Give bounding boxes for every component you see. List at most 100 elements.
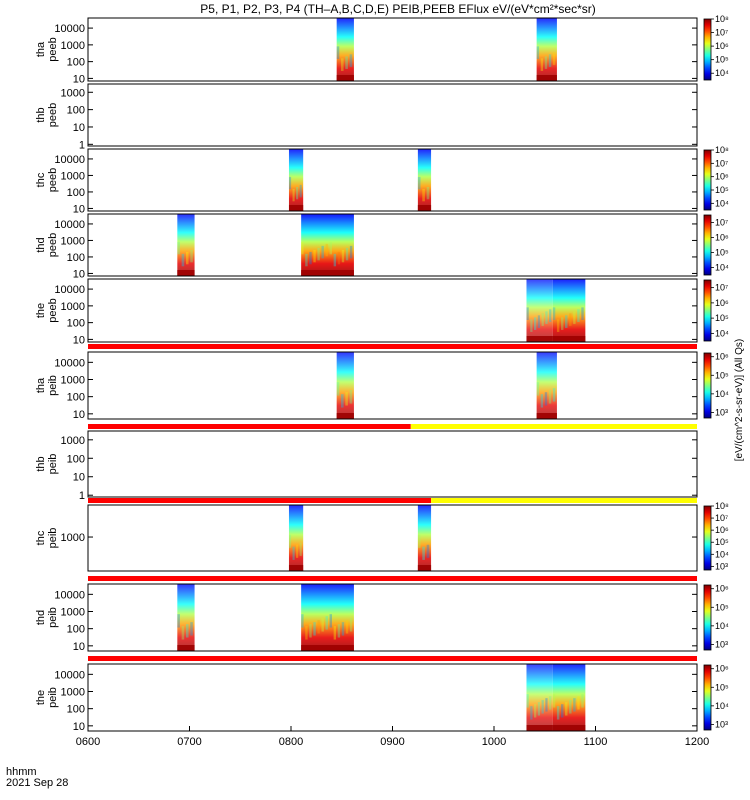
burst-low-energy-band [417, 565, 432, 571]
burst-the-peeb-0 [526, 279, 553, 342]
y-tick-label: 100 [67, 453, 85, 465]
y-tick-label: 1000 [61, 607, 85, 619]
colorbar-tick-label: 10³ [715, 561, 728, 571]
burst-thc-peib-0 [288, 505, 304, 571]
colorbar-tick-label: 10⁶ [715, 233, 729, 243]
y-tick-label: 1000 [61, 532, 85, 544]
burst-streak [349, 390, 353, 404]
burst-streak [299, 184, 302, 198]
burst-streak [309, 251, 312, 265]
burst-low-energy-band [526, 336, 553, 342]
burst-streak [548, 390, 552, 404]
burst-streak [544, 392, 548, 406]
burst-streak [552, 388, 556, 402]
burst-streak [341, 249, 345, 263]
colorbar [703, 18, 712, 81]
panel-product-label: peeb [47, 298, 59, 322]
burst-streak [309, 624, 312, 638]
y-tick-label: 1 [79, 139, 85, 151]
burst-streak [549, 696, 552, 710]
colorbar-tick-label: 10⁶ [715, 584, 729, 594]
burst-the-peib-1 [552, 664, 586, 731]
flag-bar-segment [88, 498, 432, 503]
panel-tha-peib: 10 100 1000 10000 tha peib 10³ 10⁴ 10⁵ 10⁶ [35, 351, 729, 421]
burst-streak [301, 614, 304, 628]
burst-low-energy-band [536, 75, 557, 81]
burst-streak [565, 315, 568, 328]
burst-streak [317, 620, 320, 634]
panel-tha-peeb: 10 100 1000 10000 tha peeb 10⁴ 10⁵ 10⁶ 10⁷ 10⁸ [35, 14, 729, 85]
panel-probe-label: thc [35, 530, 47, 545]
burst-streak [345, 392, 348, 406]
burst-streak [548, 54, 552, 67]
burst-low-energy-band [177, 645, 195, 651]
y-tick-label: 1000 [61, 87, 85, 99]
panel-thb-peib: 1 10 100 1000 thb peib [35, 430, 698, 502]
colorbar-tick-label: 10⁷ [715, 158, 728, 168]
burst-streak [556, 706, 560, 720]
panel-probe-label: tha [35, 41, 47, 57]
burst-streak [569, 700, 572, 714]
burst-streak [185, 251, 189, 265]
panel-thc-peeb: 10 100 1000 10000 thc peeb 10⁴ 10⁵ 10⁶ 10⁷ 10⁸ [35, 145, 729, 215]
burst-the-peeb-1 [552, 279, 586, 342]
panel-probe-label: the [35, 303, 47, 318]
y-tick-label: 1000 [61, 375, 85, 387]
y-tick-label: 10 [73, 334, 85, 346]
flag-bar-segment [410, 424, 697, 429]
colorbar [703, 214, 712, 276]
panel-probe-label: the [35, 690, 47, 705]
colorbar-tick-label: 10³ [715, 407, 728, 417]
panel-thd-peeb: 10 100 1000 10000 thd peeb 10⁴ 10⁵ 10⁶ 10⁷ [35, 213, 729, 280]
colorbar [703, 352, 712, 419]
colorbar-tick-label: 10⁵ [715, 537, 729, 547]
colorbar-tick-label: 10⁵ [715, 185, 729, 195]
y-tick-label: 10 [73, 721, 85, 733]
colorbar-tick-label: 10⁵ [715, 313, 729, 323]
burst-streak [340, 394, 344, 408]
burst-streak [292, 188, 295, 202]
y-tick-label: 100 [67, 704, 85, 716]
burst-streak [317, 247, 320, 261]
panel-product-label: peib [47, 454, 59, 475]
burst-streak [336, 382, 340, 396]
x-tick-label: 0700 [177, 736, 201, 748]
burst-streak [321, 618, 324, 632]
colorbar-tick-label: 10⁸ [715, 14, 729, 24]
panel-frame [87, 430, 698, 498]
panel-frame [87, 663, 698, 732]
burst-streak [292, 546, 295, 560]
panel-probe-label: thc [35, 172, 47, 187]
flag-bar-segment [431, 498, 697, 503]
burst-streak [534, 317, 537, 330]
y-tick-label: 1000 [61, 40, 85, 52]
burst-streak [417, 534, 421, 548]
burst-streak [536, 382, 540, 396]
y-tick-label: 1000 [61, 235, 85, 247]
colorbar [703, 664, 712, 731]
colorbar [703, 505, 712, 571]
y-tick-label: 1000 [61, 170, 85, 182]
y-tick-label: 10 [73, 409, 85, 421]
colorbar-tick-label: 10³ [715, 639, 728, 649]
burst-streak [577, 696, 580, 710]
y-tick-label: 100 [67, 105, 85, 117]
panel-frame [87, 83, 698, 147]
panel-the-peeb: 10 100 1000 10000 the peeb 10⁴ 10⁵ 10⁶ 10⁷ [35, 278, 729, 346]
burst-streak [556, 319, 560, 332]
y-tick-label: 100 [67, 57, 85, 69]
panel-frame [87, 213, 698, 277]
x-tick-label: 0800 [279, 736, 303, 748]
panel-frame [87, 504, 698, 572]
y-tick-label: 100 [67, 187, 85, 199]
burst-thc-peeb-0 [288, 149, 304, 211]
burst-streak [541, 313, 544, 326]
burst-streak [577, 309, 580, 322]
burst-streak [545, 311, 548, 324]
panel-product-label: peib [47, 687, 59, 708]
colorbar-tick-label: 10⁵ [715, 370, 729, 380]
burst-thd-peeb-0 [177, 214, 195, 276]
x-tick-label: 0600 [76, 736, 100, 748]
x-tick-label: 1000 [482, 736, 506, 748]
